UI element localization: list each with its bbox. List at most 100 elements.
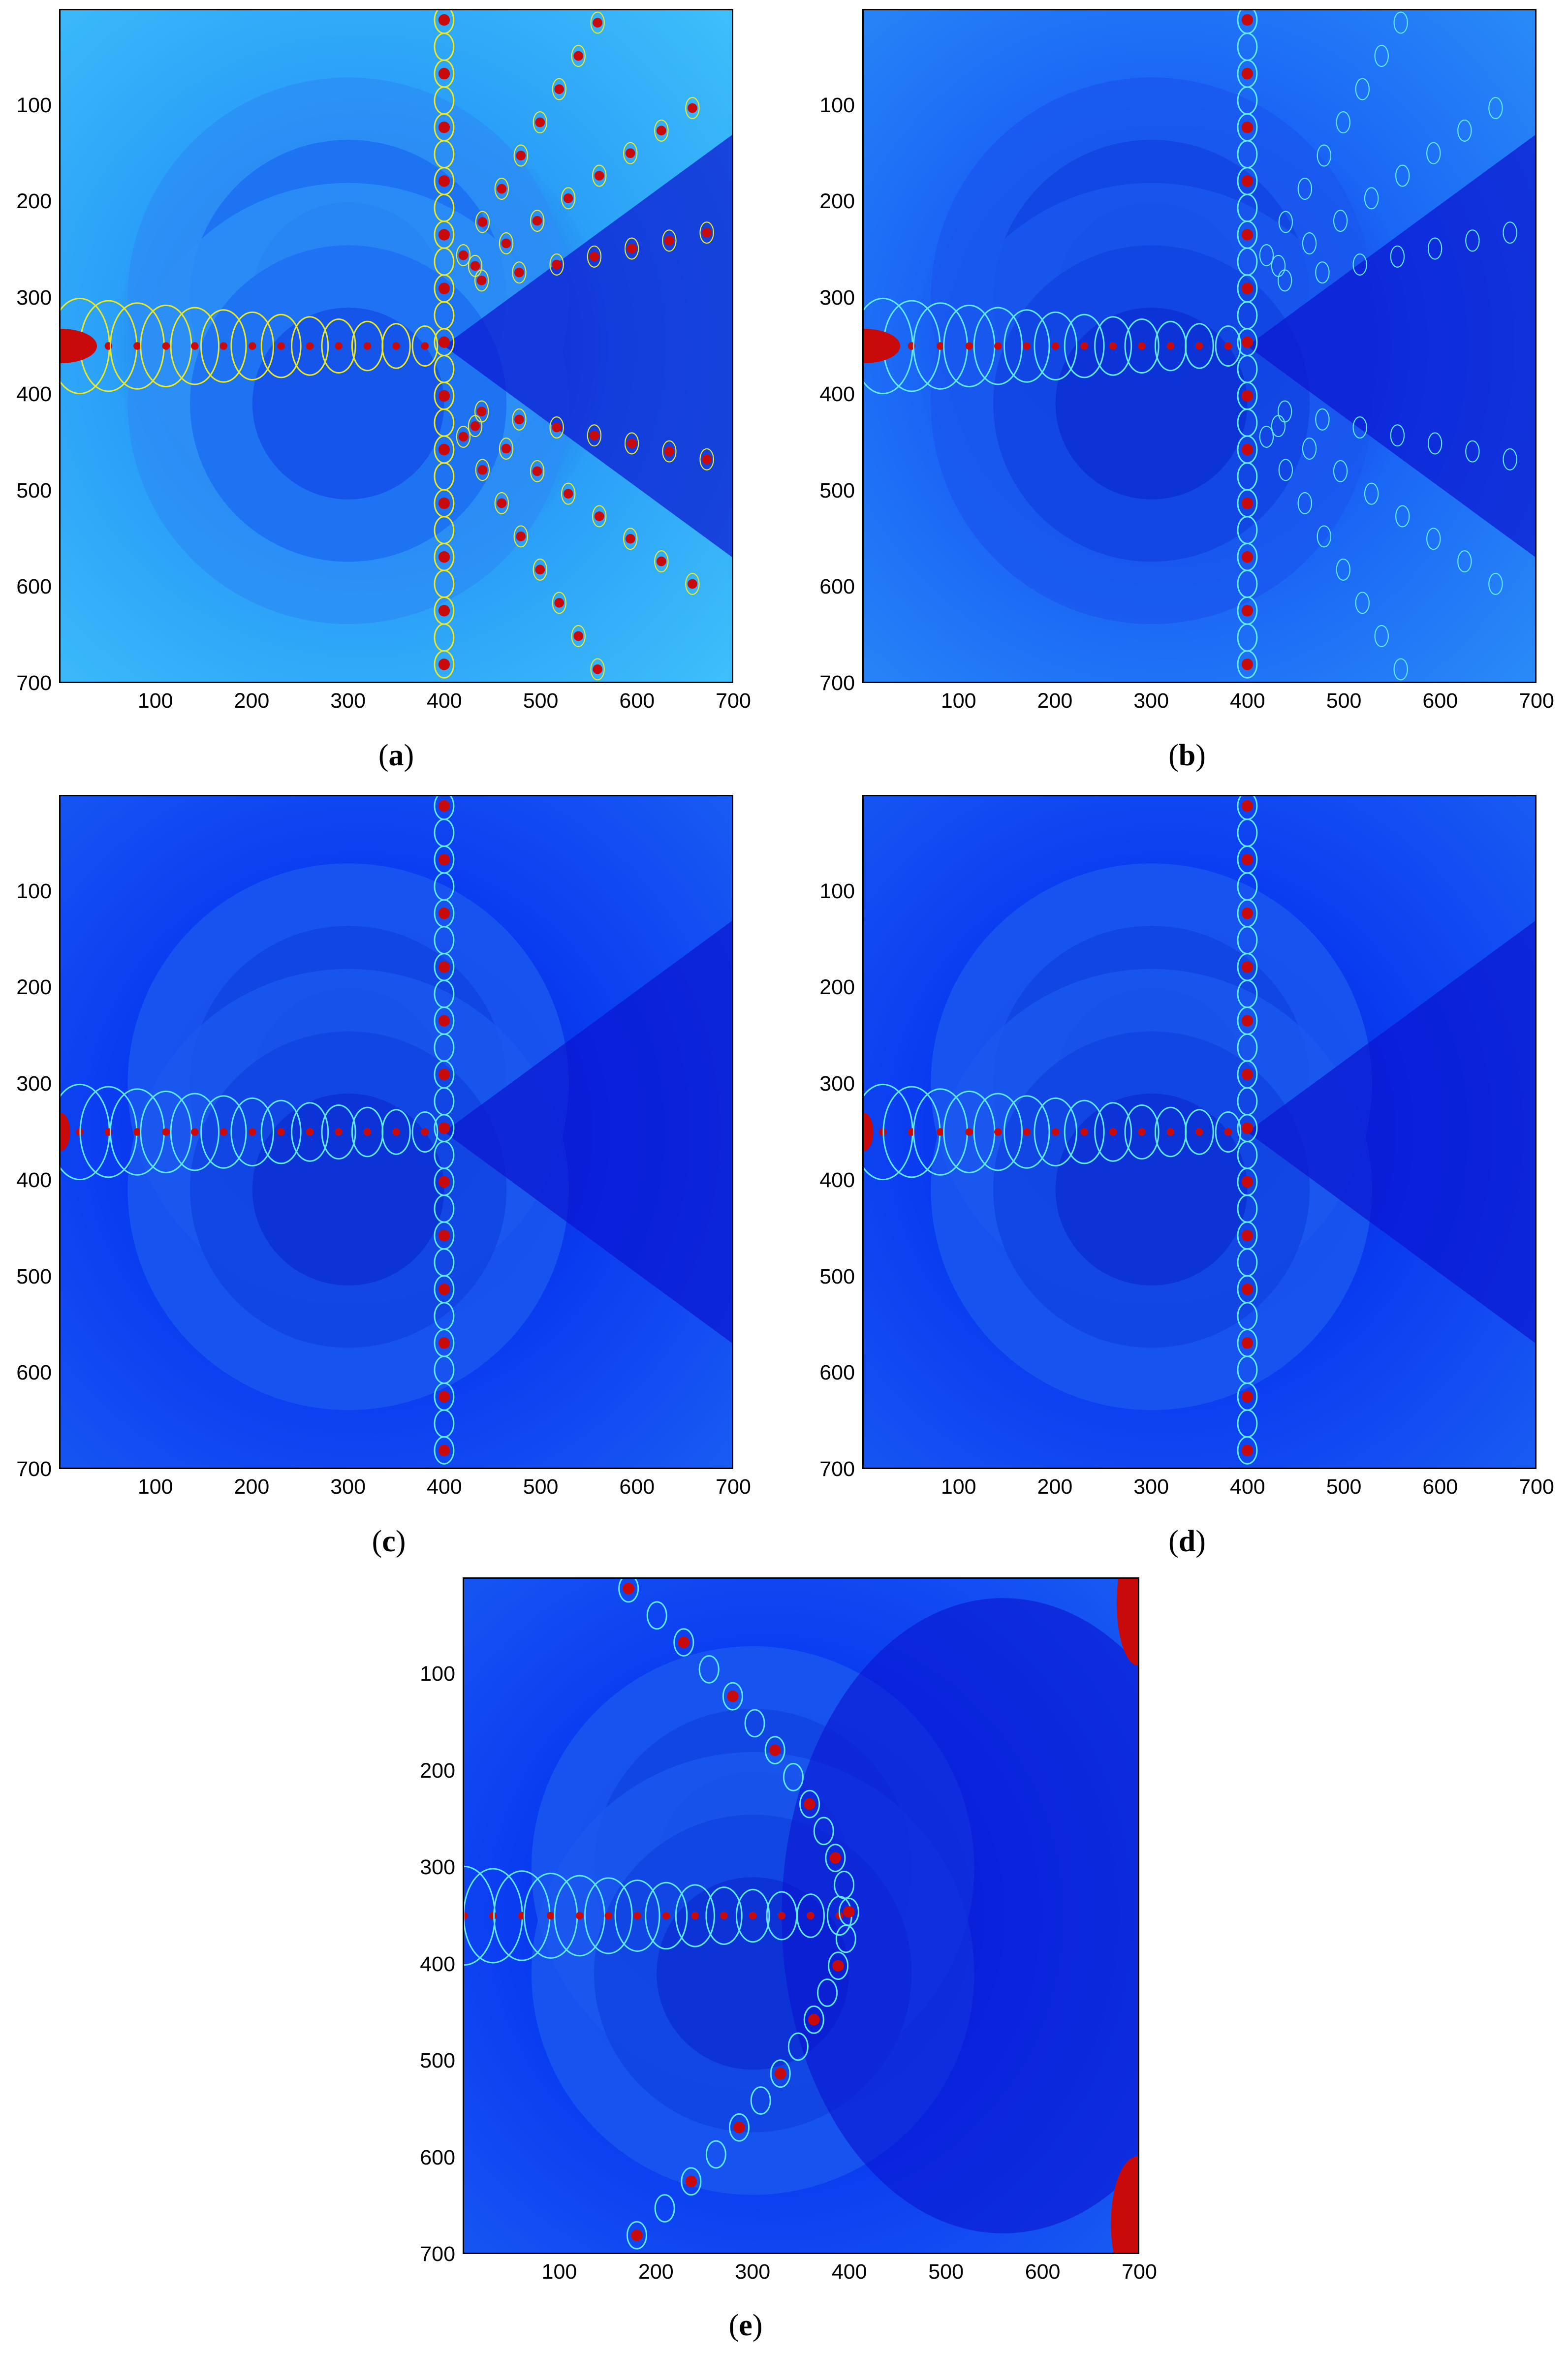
caption-close: ) <box>404 739 414 772</box>
x-tick-label: 600 <box>1025 2260 1061 2284</box>
boundary-loop <box>533 111 547 134</box>
boundary-loop <box>1488 97 1503 120</box>
boundary-loop <box>1352 416 1367 439</box>
basin-lobe <box>252 308 444 500</box>
attractor-dot <box>392 1128 400 1136</box>
boundary-loop <box>321 1104 356 1160</box>
attractor-dot <box>535 565 545 575</box>
x-tick-label: 300 <box>735 2260 771 2284</box>
attractor-dot <box>593 18 602 28</box>
y-tick-label: 500 <box>16 1264 52 1288</box>
attractor-dot <box>1166 1128 1175 1136</box>
x-tick-label: 500 <box>1326 689 1362 713</box>
boundary-loop <box>1003 1095 1050 1169</box>
basin-image <box>61 796 732 1468</box>
attractor-dot <box>702 227 712 238</box>
attractor-dot <box>162 342 170 350</box>
boundary-loop <box>787 2032 809 2061</box>
boundary-loop <box>1426 528 1441 550</box>
boundary-loop <box>468 254 483 277</box>
boundary-loop <box>1124 1104 1160 1160</box>
attractor-dot <box>832 1960 844 1972</box>
attractor-dot <box>547 1912 555 1920</box>
boundary-loop <box>728 2113 750 2142</box>
boundary-loop <box>230 1097 275 1167</box>
attractor-dot <box>937 1128 944 1136</box>
attractor-region <box>61 328 97 364</box>
boundary-loop <box>1374 45 1389 67</box>
attractor-dot <box>994 1128 1002 1136</box>
x-tick-label: 700 <box>1519 689 1554 713</box>
attractor-dot <box>335 1128 343 1136</box>
x-tick-label: 500 <box>523 1475 559 1499</box>
attractor-dot <box>497 184 507 194</box>
y-tick-label: 700 <box>16 671 52 695</box>
attractor-dot <box>1023 1128 1031 1136</box>
boundary-loop <box>705 1886 743 1945</box>
boundary-loop <box>1315 261 1330 284</box>
caption-open: ( <box>1168 1525 1179 1558</box>
attractor-region <box>864 1113 874 1151</box>
boundary-loop <box>590 11 605 34</box>
attractor-dot <box>563 193 573 203</box>
plot-area <box>59 795 733 1469</box>
y-tick-label: 400 <box>420 1952 455 1976</box>
boundary-loop <box>803 2005 824 2034</box>
x-tick-label: 500 <box>1326 1475 1362 1499</box>
attractor-dot <box>1138 342 1146 350</box>
x-tick-label: 600 <box>1422 1475 1458 1499</box>
boundary-loop <box>1457 119 1472 142</box>
boundary-loop <box>1355 592 1370 614</box>
boundary-loop <box>825 1844 846 1873</box>
boundary-loop <box>592 505 607 528</box>
attractor-dot <box>133 1128 141 1136</box>
right-wedge <box>444 921 732 1343</box>
plot-area <box>463 1577 1139 2254</box>
attractor-dot <box>554 84 564 94</box>
attractor-dot <box>477 217 488 227</box>
attractor-dot <box>1241 443 1254 456</box>
attractor-dot <box>1241 908 1254 919</box>
attractor-dot <box>593 664 602 674</box>
boundary-loop <box>626 2221 647 2250</box>
y-tick-label: 600 <box>819 1361 855 1385</box>
attractor-dot <box>965 1128 973 1136</box>
attractor-dot <box>438 497 450 509</box>
attractor-dot <box>133 342 141 350</box>
attractor-dot <box>774 2068 786 2079</box>
boundary-loop <box>673 1628 694 1657</box>
attractor-dot <box>1138 1128 1146 1136</box>
boundary-loop <box>260 314 302 378</box>
attractor-dot <box>1241 390 1254 402</box>
panel-caption: (c) <box>315 1524 463 1559</box>
attractor-dot <box>464 1912 468 1920</box>
attractor-dot <box>514 414 524 425</box>
attractor-dot <box>363 342 372 350</box>
attractor-dot <box>489 1912 497 1920</box>
boundary-loop <box>1237 1436 1258 1465</box>
attractor-dot <box>664 446 674 456</box>
x-tick-label: 400 <box>1229 1475 1265 1499</box>
boundary-loop <box>1333 210 1348 232</box>
right-basin <box>782 1598 1138 2233</box>
y-tick-label: 400 <box>16 1168 52 1192</box>
x-tick-label: 100 <box>941 1475 976 1499</box>
boundary-loop <box>291 316 329 376</box>
basin-lobe <box>1055 308 1248 500</box>
y-tick-label: 700 <box>819 1457 855 1481</box>
boundary-loop <box>614 1880 660 1952</box>
attractor-dot <box>1241 659 1254 670</box>
x-tick-label: 400 <box>1229 689 1265 713</box>
attractor-dot <box>1241 1337 1254 1349</box>
boundary-loop <box>1336 558 1350 581</box>
y-tick-label: 200 <box>16 189 52 214</box>
attractor-dot <box>1241 175 1254 187</box>
attractor-dot <box>1241 14 1254 26</box>
boundary-loop <box>571 625 586 647</box>
attractor-dot <box>1080 1128 1088 1136</box>
attractor-dot <box>563 489 573 499</box>
attractor-dot <box>631 2229 643 2241</box>
x-tick-label: 300 <box>1133 689 1169 713</box>
x-tick-label: 200 <box>1037 689 1073 713</box>
boundary-loop <box>654 2194 675 2223</box>
